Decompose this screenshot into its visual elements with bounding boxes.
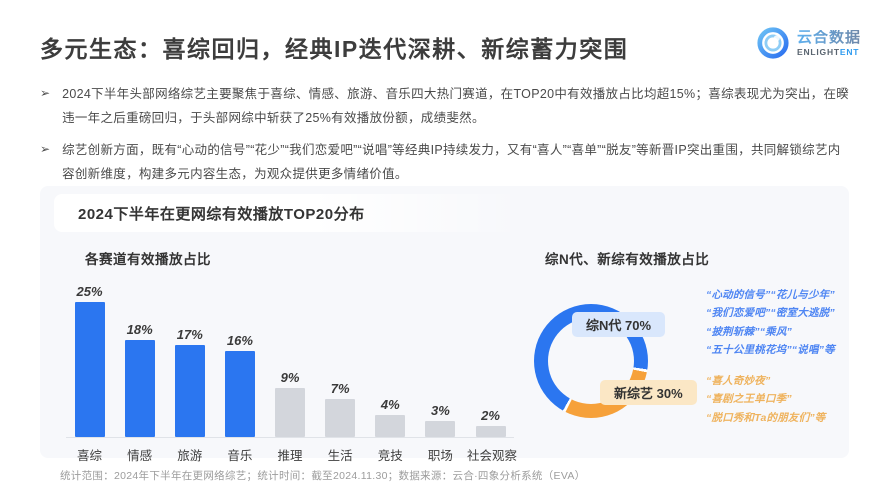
bar-value-label: 16% [226,332,253,348]
bar-chart: 25% 18% 17% 16% 9% 7% 4% 3% 2% 喜综 情感 旅游 音乐 推理 生活 竞技 职场社… [66,280,518,464]
logo-en-main: ENLIGHT [796,46,840,57]
bullet-item: ➢ 综艺创新方面，既有“心动的信号”“花少”“我们恋爱吧”“说唱”等经典IP持续… [40,138,852,187]
bar-value-label: 3% [430,402,450,418]
bar-category-label: 推理 [277,449,303,463]
donut-chart-title: 综N代、新综有效播放占比 [545,252,710,267]
show-name-line: “喜剧之王单口季” [706,393,792,406]
logo-en-accent: ENT [839,46,860,57]
show-name-line: “脱口秀和Ta的朋友们”等 [706,411,826,424]
bar [174,345,205,437]
donut-label-xin-zong-yi: 新综艺 30% [600,380,697,405]
bar-chart-category-axis: 喜综 情感 旅游 音乐 推理 生活 竞技 职场 社会观察 [66,445,518,464]
enlightent-logo: 云合数据 ENLIGHTENT [756,26,861,60]
bar-value-label: 2% [481,408,500,424]
bar-chart-title: 各赛道有效播放占比 [85,252,211,267]
bar [74,302,105,437]
bar-column: 4% [367,397,414,437]
bar-category-label: 职场 [427,449,453,463]
bar-category-label: 喜综 [76,449,102,463]
zong-n-dai-show-list: “心动的信号”“花儿与少年” “我们恋爱吧”“密室大逃脱” “披荆斩棘”“乘风” “五… [706,286,881,360]
panel-title: 2024下半年在更网综有效播放TOP20分布 [78,205,365,223]
bar-value-label: 25% [76,284,103,299]
bar-category-label: 社会观察 [467,449,518,463]
bar-column: 17% [166,327,213,437]
bar-column: 2% [467,408,514,437]
enlightent-logo-icon [757,27,789,59]
bar [275,388,305,437]
bar-category-label: 音乐 [227,449,253,463]
bar [325,399,356,437]
show-name-line: “心动的信号”“花儿与少年” [706,289,835,301]
bar-column: 3% [417,403,464,437]
bar-category-label: 情感 [127,449,153,463]
bar-column: 7% [317,381,364,437]
logo-cn-text: 云合数据 [796,28,861,46]
bar-value-label: 7% [330,381,350,397]
logo-text: 云合数据 ENLIGHTENT [797,30,861,57]
show-name-line: “我们恋爱吧”“密室大逃脱” [706,307,835,320]
bar [375,415,406,437]
bar-column: 16% [216,333,263,437]
chart-panel: 2024下半年在更网综有效播放TOP20分布 各赛道有效播放占比 综N代、新综有… [40,186,849,463]
arrow-bullet-icon: ➢ [40,141,51,156]
bar-column: 18% [116,322,163,437]
bar-category-label: 旅游 [177,449,203,463]
bar-value-label: 17% [176,327,203,343]
bar-column: 25% [66,284,113,437]
bar-column: 9% [267,370,314,437]
bullet-text: 综艺创新方面，既有“心动的信号”“花少”“我们恋爱吧”“说唱”等经典IP持续发力… [62,142,841,182]
xin-zong-yi-show-list: “喜人奇妙夜” “喜剧之王单口季” “脱口秀和Ta的朋友们”等 [706,372,881,427]
bar-category-label: 生活 [327,449,353,463]
donut-label-zong-n-dai: 综N代 70% [572,312,666,337]
bar-value-label: 9% [280,370,300,386]
bullet-item: ➢ 2024下半年头部网络综艺主要聚焦于喜综、情感、旅游、音乐四大热门赛道，在T… [40,82,852,131]
bar [124,339,155,437]
bar [224,350,255,437]
panel-title-strip: 2024下半年在更网综有效播放TOP20分布 [54,194,524,232]
show-name-line: “喜人奇妙夜” [706,375,771,387]
bullet-list: ➢ 2024下半年头部网络综艺主要聚焦于喜综、情感、旅游、音乐四大热门赛道，在T… [40,82,852,194]
logo-en-text: ENLIGHTENT [797,48,861,57]
bar-category-label: 竞技 [377,449,403,463]
arrow-bullet-icon: ➢ [40,86,51,100]
bar-value-label: 4% [380,397,400,413]
bar [425,420,456,437]
show-name-line: “披荆斩棘”“乘风” [706,325,792,338]
show-name-line: “五十公里桃花坞”“说唱”等 [706,344,835,357]
bar-chart-plot-area: 25% 18% 17% 16% 9% 7% 4% 3% 2% [66,280,514,438]
bullet-text: 2024下半年头部网络综艺主要聚焦于喜综、情感、旅游、音乐四大热门赛道，在TOP… [62,87,850,126]
page-title: 多元生态：喜综回归，经典IP迭代深耕、新综蓄力突围 [40,36,629,62]
bar-value-label: 18% [126,321,153,337]
bar [475,426,506,437]
statistics-footnote: 统计范围：2024年下半年在更网络综艺；统计时间：截至2024.11.30；数据… [60,470,586,482]
